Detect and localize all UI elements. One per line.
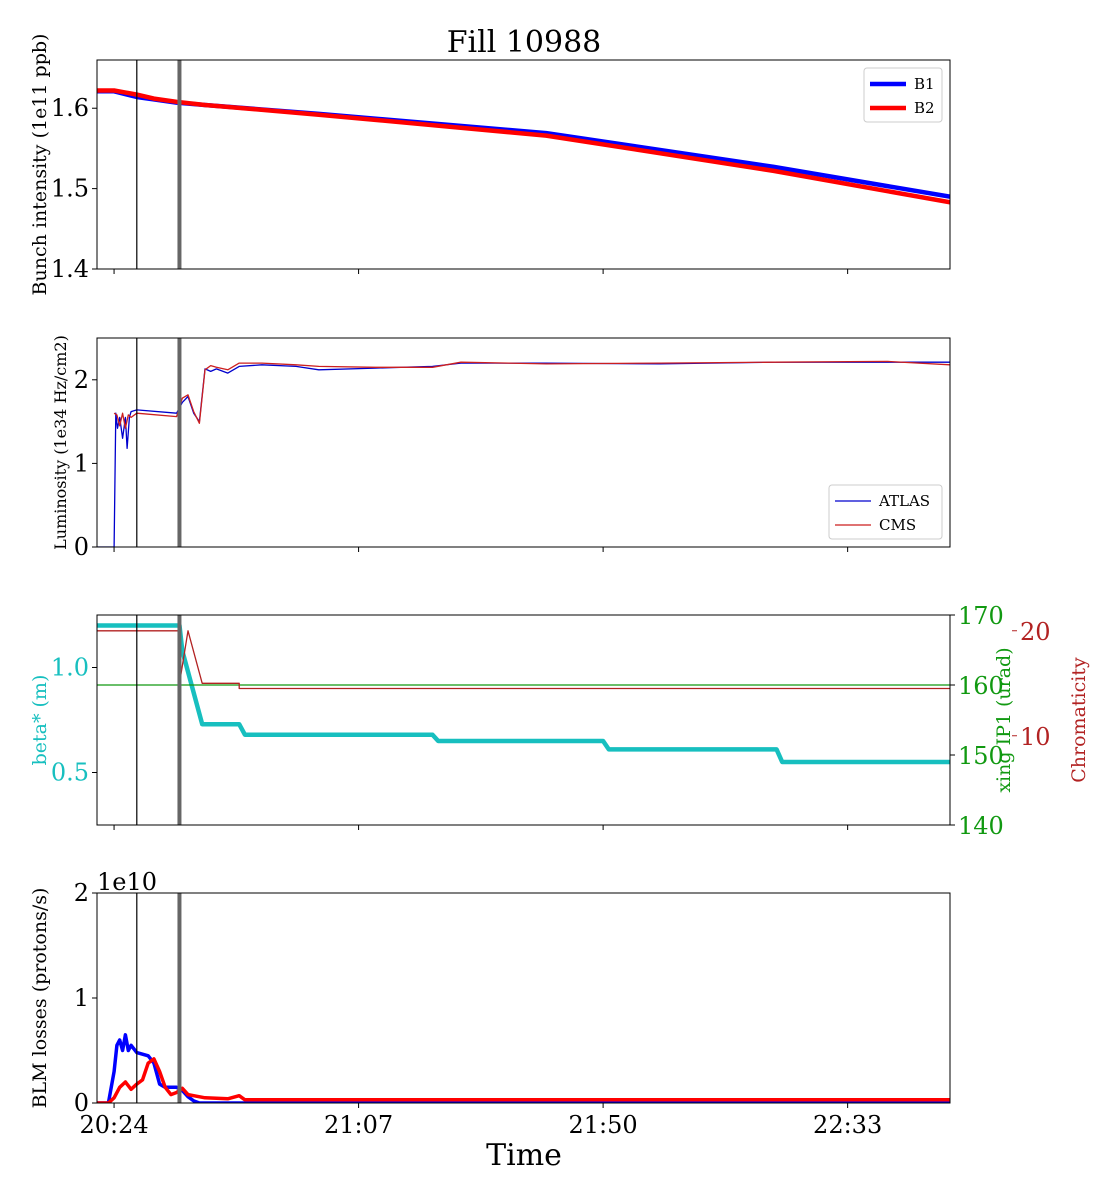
y-tick-label: 2 <box>74 366 89 394</box>
y-right-tick-label: 140 <box>958 812 1004 840</box>
panel-frame <box>96 614 951 826</box>
y-tick-label: 1 <box>74 984 89 1012</box>
series-line-CMS <box>113 360 950 429</box>
x-axis-label: Time <box>486 1138 562 1173</box>
y-axis-label: beta* (m) <box>29 675 51 766</box>
panel-frame <box>96 59 951 270</box>
figure-title: Fill 10988 <box>447 25 602 60</box>
y-axis-label: Bunch intensity (1e11 ppb) <box>29 34 51 296</box>
series-group <box>97 88 950 205</box>
y-tick-label: 1 <box>74 449 89 477</box>
series-line-B1 <box>97 1033 950 1103</box>
y-tick-label: 0.5 <box>51 759 89 787</box>
offset-label: 1e10 <box>97 868 157 896</box>
legend-label-ATLAS: ATLAS <box>878 492 930 510</box>
panel-frame <box>96 337 951 548</box>
series-line-beta* <box>97 623 950 765</box>
y-right2-axis-label: Chromaticity <box>1068 657 1090 783</box>
series-group <box>97 1033 950 1103</box>
y-axis-label: Luminosity (1e34 Hz/cm2) <box>51 335 70 550</box>
y-axis-label: BLM losses (protons/s) <box>29 888 51 1109</box>
x-tick-label: 21:50 <box>569 1111 638 1139</box>
legend-label-B2: B2 <box>914 99 935 117</box>
panel-frame <box>96 892 951 1104</box>
y-tick-label: 1.0 <box>51 654 89 682</box>
y-right-tick-label: 160 <box>958 672 1004 700</box>
y-tick-label: 1.6 <box>51 94 89 122</box>
y-right-axis-label: xing IP1 (urad) <box>993 647 1015 792</box>
x-tick-label: 22:33 <box>813 1111 882 1139</box>
x-tick-label: 20:24 <box>79 1111 148 1139</box>
y-tick-label: 1.5 <box>51 175 89 203</box>
series-line-Chromaticity <box>97 630 950 690</box>
y-tick-label: 0 <box>74 1089 89 1117</box>
series-line-B2 <box>97 88 950 205</box>
legend: ATLAS CMS <box>828 484 943 540</box>
y-tick-label: 2 <box>74 879 89 907</box>
y-right-tick-label: 150 <box>958 742 1004 770</box>
panel-4: 20:24 21:07 21:50 22:33 0 1 2 BLM losses (proto… <box>29 868 951 1139</box>
y-right2-tick-label: 10 <box>1020 723 1051 751</box>
y-right-tick-label: 170 <box>958 602 1004 630</box>
series-group <box>97 360 950 547</box>
series-line-B2 <box>97 1057 950 1103</box>
y-tick-label: 1.4 <box>51 255 89 283</box>
x-tick-label: 21:07 <box>324 1111 393 1139</box>
series-group <box>97 623 950 765</box>
series-line-ATLAS <box>97 361 950 547</box>
legend-label-CMS: CMS <box>879 516 916 534</box>
y-tick-label: 0 <box>74 533 89 561</box>
legend-label-B1: B1 <box>914 75 935 93</box>
y-right2-tick-label: 20 <box>1020 618 1051 646</box>
